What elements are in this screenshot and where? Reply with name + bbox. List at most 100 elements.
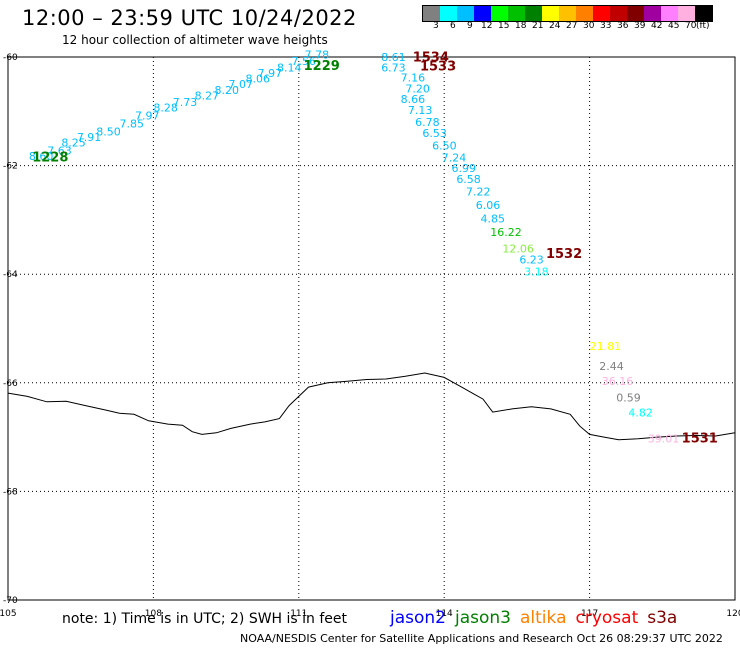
scale-label: 6 — [450, 21, 456, 31]
scale-swatch — [474, 6, 491, 21]
scale-label: 70 — [685, 21, 697, 31]
wave-height-label: 7.22 — [466, 185, 491, 198]
wave-height-label: 7.78 — [305, 49, 330, 62]
x-tick-label: 108 — [145, 609, 162, 619]
wave-height-label: 7.20 — [405, 82, 430, 95]
wave-height-label: 12.06 — [502, 242, 534, 255]
scale-swatch — [661, 6, 678, 21]
wave-height-label: 7.73 — [173, 96, 198, 109]
scale-label: 3 — [433, 21, 439, 31]
satellite-jason3: jason3 — [455, 608, 511, 628]
wave-height-label: 39.01 — [648, 433, 680, 446]
map-title: 12:00 – 23:59 UTC 10/24/2022 — [22, 6, 357, 30]
scale-swatch — [440, 6, 457, 21]
scale-label: 33 — [600, 21, 612, 31]
scale-label: 45 — [668, 21, 680, 31]
scale-swatch — [610, 6, 627, 21]
scale-swatch — [576, 6, 593, 21]
wave-height-label: 6.78 — [415, 116, 440, 129]
pass-time-label: 1532 — [546, 247, 582, 262]
wave-height-label: 36.16 — [602, 375, 634, 388]
scale-swatch — [491, 6, 508, 21]
wave-height-label: 2.44 — [599, 360, 624, 373]
y-tick-label: -62 — [3, 162, 18, 172]
credit-line: NOAA/NESDIS Center for Satellite Applica… — [240, 632, 723, 645]
pass-time-label: 1228 — [32, 150, 68, 165]
y-tick-label: -68 — [3, 487, 18, 497]
wave-height-label: 6.06 — [476, 199, 501, 212]
wave-height-label: 8.06 — [245, 73, 270, 86]
wave-height-label: 7.16 — [401, 71, 426, 84]
pass-time-label: 1531 — [682, 432, 718, 447]
wave-height-label: 4.85 — [481, 213, 506, 226]
scale-label: 21 — [532, 21, 544, 31]
wave-height-label: 8.20 — [214, 84, 239, 97]
scale-swatch — [542, 6, 559, 21]
wave-height-label: 8.27 — [195, 89, 220, 102]
wave-height-label: 7.56 — [292, 55, 317, 68]
wave-height-label: 6.23 — [519, 253, 544, 266]
wave-height-label: 7.63 — [47, 145, 71, 158]
pass-time-label: 1533 — [420, 60, 456, 75]
antarctic-coastline — [7, 372, 736, 441]
pass-time-label: 1534 — [413, 50, 449, 65]
scale-swatch — [695, 6, 712, 21]
x-tick-label: 117 — [581, 609, 598, 619]
scale-label: 18 — [515, 21, 527, 31]
pass-time-label: 1229 — [304, 59, 340, 74]
footer-note: note: 1) Time is in UTC; 2) SWH is in fe… — [62, 611, 348, 627]
y-tick-label: -70 — [3, 596, 18, 606]
scale-swatch — [423, 6, 440, 21]
wave-height-label: 6.99 — [451, 162, 476, 175]
scale-swatch — [525, 6, 542, 21]
wave-height-label: 6.73 — [381, 62, 406, 75]
wave-height-label: 7.24 — [442, 151, 467, 164]
satellite-jason2: jason2 — [390, 608, 446, 628]
scale-label: 9 — [467, 21, 473, 31]
wave-height-label: 8.60 — [29, 150, 54, 163]
scale-label: 36 — [617, 21, 629, 31]
wave-height-label: 7.13 — [408, 104, 433, 117]
scale-swatch — [559, 6, 576, 21]
wave-height-label: 6.58 — [456, 173, 481, 186]
scale-label: (ft) — [696, 21, 710, 31]
y-tick-label: -66 — [3, 379, 18, 389]
wave-height-label: 0.59 — [616, 391, 641, 404]
scale-swatch — [508, 6, 525, 21]
wave-height-label: 21.81 — [590, 340, 622, 353]
scale-swatch — [457, 6, 474, 21]
scale-swatch — [627, 6, 644, 21]
x-tick-label: 120 — [726, 609, 740, 619]
wave-height-label: 8.66 — [401, 93, 426, 106]
satellite-s3a: s3a — [647, 608, 678, 628]
wave-height-label: 7.91 — [77, 131, 102, 144]
wave-height-label: 4.82 — [628, 406, 653, 419]
wave-height-label: 7.07 — [229, 78, 254, 91]
wave-height-label: 3.18 — [524, 265, 549, 278]
scale-label: 27 — [566, 21, 578, 31]
scale-label: 15 — [498, 21, 510, 31]
scale-label: 24 — [549, 21, 561, 31]
satellite-altika: altika — [520, 608, 567, 628]
scale-swatch — [644, 6, 661, 21]
scale-label: 30 — [583, 21, 595, 31]
wave-height-label: 8.50 — [96, 126, 121, 139]
y-tick-label: -64 — [3, 270, 18, 280]
y-tick-label: -60 — [3, 53, 18, 63]
scale-label: 42 — [651, 21, 663, 31]
wave-height-label: 6.53 — [422, 127, 447, 140]
scale-swatch — [593, 6, 610, 21]
scale-swatch — [678, 6, 695, 21]
x-tick-label: 111 — [290, 609, 307, 619]
satellite-cryosat: cryosat — [575, 608, 639, 628]
map-subtitle: 12 hour collection of altimeter wave hei… — [62, 33, 328, 47]
wave-height-label: 7.97 — [135, 109, 160, 122]
satellite-legend: jason2 jason3 altika cryosat s3a — [390, 608, 686, 628]
scale-label: 12 — [481, 21, 493, 31]
wave-height-label: 8.28 — [153, 101, 178, 114]
wave-height-label: 6.50 — [432, 139, 457, 152]
wave-height-label: 8.14 — [277, 62, 302, 75]
wave-height-label: 16.22 — [490, 226, 522, 239]
x-tick-label: 105 — [0, 609, 17, 619]
